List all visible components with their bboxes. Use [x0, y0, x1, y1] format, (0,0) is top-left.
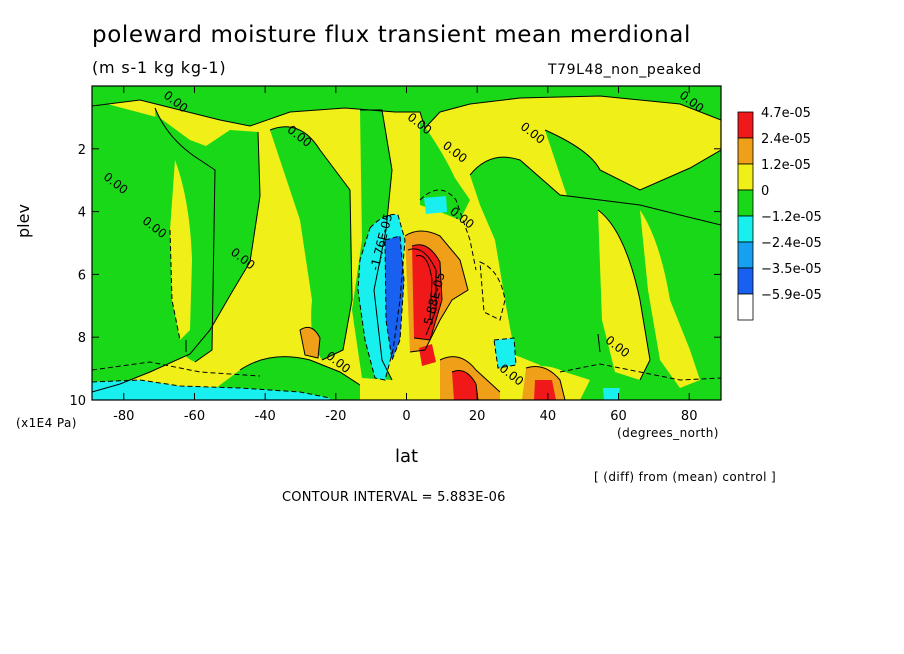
x-axis-label: lat: [395, 446, 419, 467]
y-tick-label: 2: [78, 143, 86, 158]
x-tick-label: 40: [540, 409, 557, 424]
x-tick-label: 60: [610, 409, 627, 424]
x-tick-label: 20: [469, 409, 486, 424]
x-tick-label: -20: [325, 409, 346, 424]
colorbar-swatch: [737, 137, 754, 165]
x-axis-units: (degrees_north): [617, 426, 719, 440]
y-tick-label: 6: [78, 268, 86, 283]
x-axis: -80 -60 -40 -20 0 20 40 60 80: [113, 86, 697, 424]
negative-contour-layer: [92, 189, 721, 399]
colorbar-label: −3.5e-05: [761, 262, 822, 277]
y-tick-label: 8: [78, 331, 86, 346]
colorbar-label: −2.4e-05: [761, 236, 822, 251]
dataset-label: T79L48_non_peaked: [548, 62, 702, 78]
y-tick-label: 10: [69, 394, 86, 409]
y-tick-label: 4: [78, 206, 86, 221]
colorbar-swatch: [737, 293, 754, 321]
chart-title: poleward moisture flux transient mean me…: [92, 22, 691, 48]
colorbar-swatch: [737, 163, 754, 191]
colorbar-label: 0: [761, 184, 769, 199]
colorbar-swatch: [737, 111, 754, 139]
x-tick-label: 0: [402, 409, 410, 424]
x-tick-label: -80: [113, 409, 134, 424]
colorbar-swatch: [737, 267, 754, 295]
colorbar-label: 2.4e-05: [761, 132, 811, 147]
chart-units: (m s-1 kg kg-1): [92, 58, 227, 77]
colorbar-label: 4.7e-05: [761, 106, 811, 121]
y-axis-units: (x1E4 Pa): [16, 416, 77, 430]
contour-line-layer: [92, 95, 721, 400]
colorbar-swatch: [737, 241, 754, 269]
y-axis: 2 4 6 8 10: [69, 143, 721, 409]
x-tick-label: 80: [681, 409, 698, 424]
colorbar-label: −5.9e-05: [761, 288, 822, 303]
x-tick-label: -40: [255, 409, 276, 424]
colorbar-swatch: [737, 189, 754, 217]
contour-interval: CONTOUR INTERVAL = 5.883E-06: [282, 490, 506, 505]
diff-note: [ (diff) from (mean) control ]: [594, 470, 777, 484]
colorbar-label: 1.2e-05: [761, 158, 811, 173]
contour-fill-layer: [92, 86, 721, 400]
colorbar-label: −1.2e-05: [761, 210, 822, 225]
colorbar-swatch: [737, 215, 754, 243]
x-tick-label: -60: [184, 409, 205, 424]
colorbar: 4.7e-05 2.4e-05 1.2e-05 0 −1.2e-05 −2.4e-05 −3…: [737, 106, 822, 321]
